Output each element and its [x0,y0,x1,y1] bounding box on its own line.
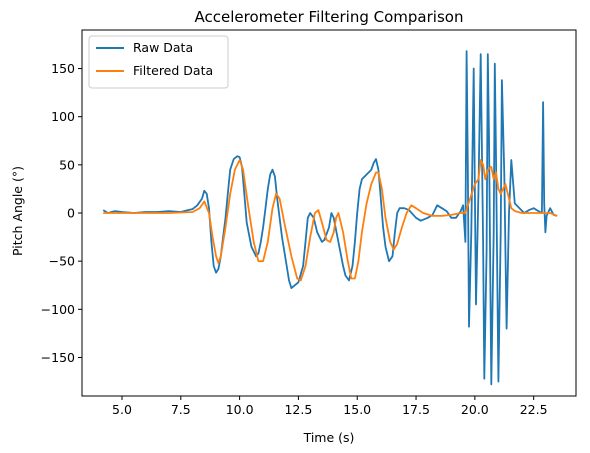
x-axis-label: Time (s) [303,430,355,445]
y-tick-label: −150 [41,350,75,365]
y-axis-label: Pitch Angle (°) [10,166,25,256]
legend-label-filtered-data: Filtered Data [133,63,213,78]
series-line-raw-data [102,50,558,386]
y-tick-label: 150 [51,61,75,76]
y-tick-label: −100 [41,302,75,317]
y-tick-label: 0 [67,206,75,221]
legend: Raw Data Filtered Data [88,35,229,89]
x-tick-label: 12.5 [284,402,312,417]
chart-title: Accelerometer Filtering Comparison [195,8,464,26]
plot-lines [102,50,558,386]
x-tick-label: 5.0 [112,402,132,417]
x-tick-label: 22.5 [520,402,548,417]
x-tick-label: 7.5 [171,402,191,417]
x-tick-label: 15.0 [343,402,371,417]
y-tick-label: 100 [51,109,75,124]
x-tick-label: 10.0 [226,402,254,417]
axis-ticks: 5.0 7.5 10.0 12.5 15.0 17.5 20.0 22.5 150 100 50 0 −… [41,61,548,417]
series-line-filtered-data [103,159,558,282]
legend-label-raw-data: Raw Data [133,40,193,55]
x-tick-label: 20.0 [461,402,489,417]
x-tick-label: 17.5 [402,402,430,417]
y-tick-label: −50 [49,254,75,269]
axes-frame [81,29,577,397]
y-tick-label: 50 [59,157,75,172]
